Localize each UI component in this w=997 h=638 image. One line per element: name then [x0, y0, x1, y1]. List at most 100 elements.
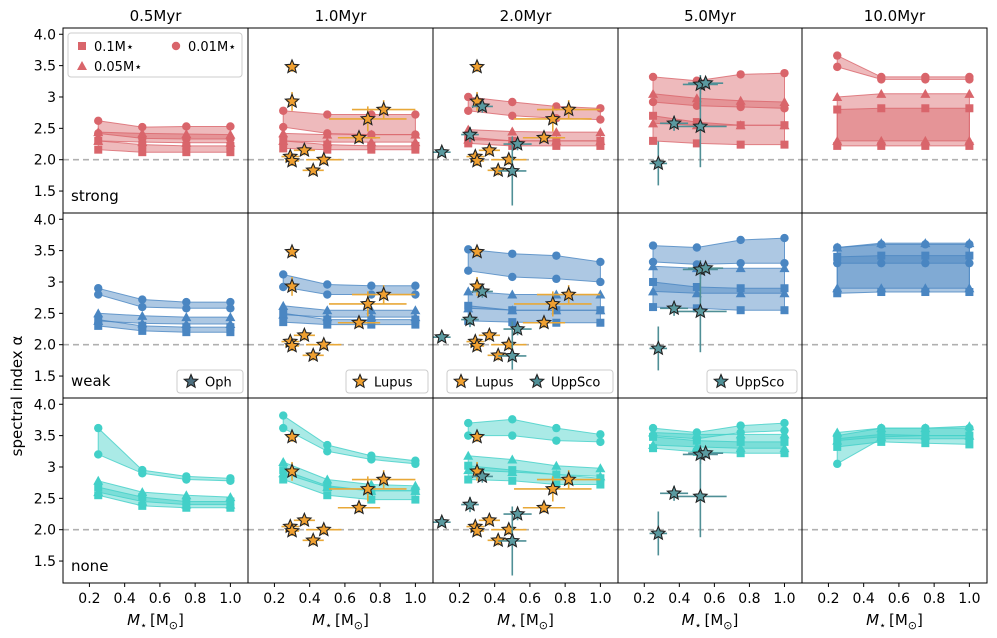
model-marker-square	[736, 284, 745, 293]
model-marker-circle	[552, 251, 561, 260]
model-marker-square	[877, 104, 886, 113]
model-band-circle	[836, 54, 970, 80]
model-marker-square	[833, 289, 842, 298]
model-marker-circle	[780, 258, 789, 268]
model-marker-circle	[182, 297, 191, 307]
model-marker-square	[323, 320, 332, 329]
model-marker-square	[226, 148, 235, 157]
model-marker-circle	[508, 415, 517, 424]
obs-star-marker	[296, 511, 313, 528]
model-marker-triangle	[964, 421, 975, 431]
model-marker-triangle	[964, 88, 975, 98]
model-marker-square	[780, 121, 789, 130]
model-marker-square	[552, 480, 561, 489]
model-marker-triangle	[920, 238, 931, 248]
model-marker-circle	[138, 302, 147, 312]
panel-frame	[62, 397, 249, 584]
model-marker-triangle	[691, 429, 702, 439]
model-marker-square	[367, 495, 376, 504]
model-marker-square	[182, 497, 191, 506]
model-marker-square	[138, 326, 147, 335]
model-marker-circle	[692, 243, 702, 252]
model-marker-square	[411, 486, 420, 495]
model-marker-circle	[182, 304, 191, 313]
model-marker-square	[552, 141, 561, 150]
model-marker-circle	[921, 75, 930, 84]
model-marker-square	[877, 437, 886, 446]
model-marker-square	[649, 303, 658, 312]
model-marker-square	[833, 105, 842, 114]
x-tick-label: 0.4	[114, 591, 136, 607]
y-tick-label: 4.0	[34, 397, 56, 413]
model-band-circle	[282, 273, 416, 295]
model-marker-circle	[552, 102, 561, 111]
marker-legend: 0.1M⋆ 0.01M⋆ 0.05M⋆	[67, 32, 243, 78]
obs-star-marker	[284, 58, 301, 74]
model-marker-square	[780, 437, 789, 446]
model-marker-triangle	[463, 450, 474, 460]
y-tick-label: 3.5	[34, 59, 56, 75]
model-marker-square	[138, 140, 147, 149]
model-marker-square	[552, 136, 561, 145]
x-axis-label: M⋆ [M⊙]	[682, 611, 739, 632]
model-band-circle	[467, 418, 601, 443]
x-tick-label: 0.8	[369, 591, 391, 607]
model-marker-circle	[279, 270, 288, 279]
model-marker-square	[367, 315, 376, 324]
legend-star-marker	[528, 373, 546, 389]
model-marker-square	[736, 140, 745, 149]
y-tick-label: 2.0	[34, 523, 56, 539]
model-marker-square	[182, 323, 191, 332]
model-marker-square	[279, 309, 288, 318]
obs-star-marker	[469, 428, 486, 444]
obs-star-marker	[650, 340, 667, 356]
obs-star-marker	[560, 471, 577, 487]
model-marker-triangle	[181, 490, 192, 500]
y-tick-label: 2.5	[34, 121, 56, 137]
column-title: 2.0Myr	[500, 7, 553, 25]
model-marker-square	[464, 139, 473, 148]
row-label: weak	[71, 372, 111, 390]
model-marker-square	[411, 315, 420, 324]
panel-r0-c0: 1.5 2.0 2.5 3 3.5 4.0 strong 0.5Myr	[34, 7, 249, 214]
model-marker-square	[649, 444, 658, 453]
model-marker-circle	[279, 423, 288, 433]
model-marker-square	[279, 144, 288, 153]
model-marker-circle	[94, 450, 103, 459]
x-tick-label: 0.2	[78, 591, 100, 607]
obs-star-marker	[560, 101, 577, 117]
panel-r1-c3	[617, 212, 803, 399]
y-tick-label: 1.5	[34, 184, 56, 200]
model-marker-square	[833, 434, 842, 443]
obs-star-marker	[474, 282, 491, 299]
model-marker-triangle	[735, 429, 746, 439]
model-marker-square	[411, 145, 420, 154]
obs-star-marker	[315, 151, 332, 167]
x-tick-label: 0.2	[817, 591, 839, 607]
model-marker-circle	[921, 258, 930, 268]
model-marker-square	[965, 104, 974, 113]
model-marker-circle	[736, 258, 745, 268]
model-marker-circle	[508, 431, 517, 440]
x-tick-label: 1.0	[958, 591, 980, 607]
legend-label: 0.01M⋆	[188, 40, 236, 55]
obs-star-marker	[544, 110, 561, 126]
model-marker-square	[464, 301, 473, 310]
obs-star-marker	[535, 314, 553, 330]
model-marker-triangle	[225, 129, 236, 139]
model-band-circle	[467, 248, 601, 283]
obs-star-marker	[490, 161, 507, 178]
model-marker-triangle	[278, 300, 289, 310]
x-tick-label: 0.6	[888, 591, 910, 607]
obs-star-marker	[490, 346, 507, 363]
y-tick-label: 3	[47, 460, 56, 476]
obs-star-marker	[375, 101, 392, 117]
model-marker-triangle	[964, 238, 975, 248]
model-marker-triangle	[366, 129, 377, 139]
model-marker-triangle	[322, 129, 333, 139]
obs-star-marker	[284, 462, 301, 479]
model-marker-circle	[596, 430, 605, 439]
obs-star-marker	[461, 126, 479, 142]
obs-star-marker	[433, 143, 450, 159]
panel-r2-c4: 0.2 0.4 0.6 0.8 1.0 M⋆ [M⊙]	[801, 397, 988, 632]
